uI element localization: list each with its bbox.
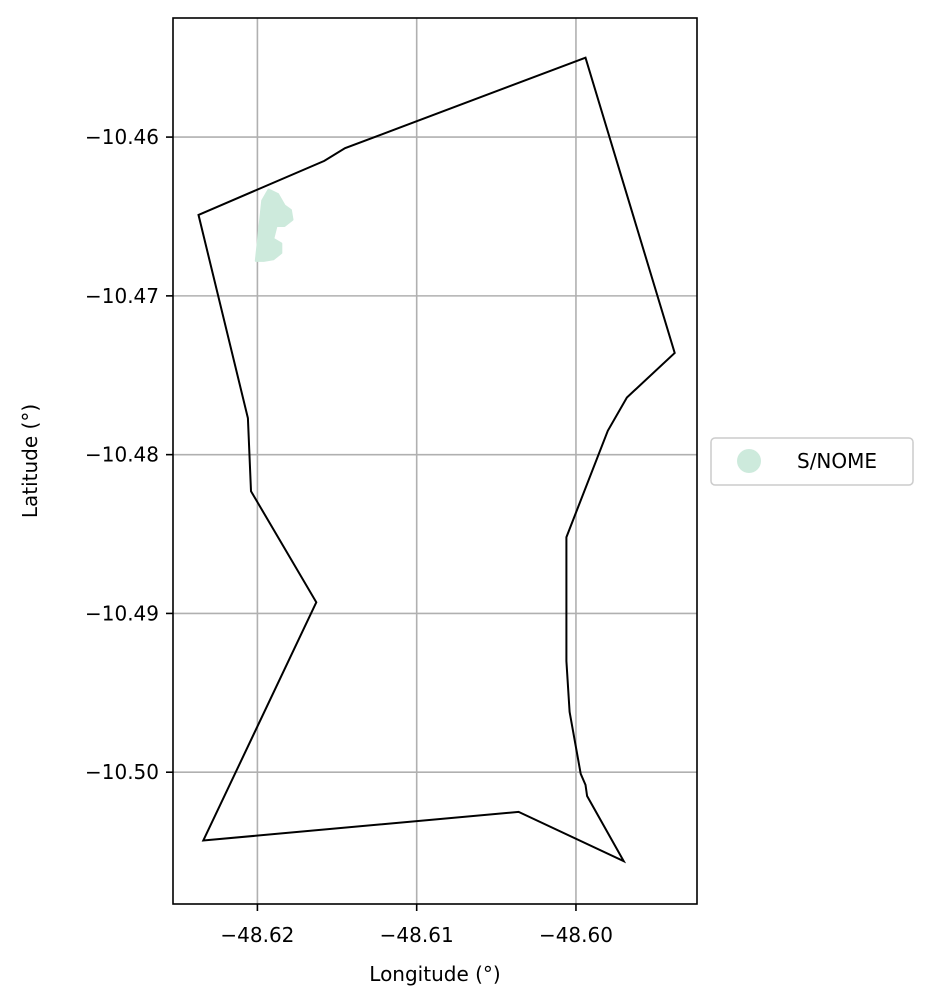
district-boundary <box>197 56 676 864</box>
y-tick-label: −10.47 <box>85 284 159 308</box>
y-tick-label: −10.50 <box>85 760 159 784</box>
x-tick-label: −48.61 <box>380 923 454 947</box>
x-tick-label: −48.62 <box>220 923 294 947</box>
axis-ticks: −48.62 −48.61 −48.60 −10.46 −10.47 −10.48 −10.… <box>85 125 613 947</box>
y-tick-label: −10.49 <box>85 601 159 625</box>
legend: S/NOME <box>710 437 914 486</box>
grid-lines <box>173 18 697 904</box>
feature-s-nome <box>254 188 294 262</box>
legend-marker-s-nome <box>737 449 761 473</box>
legend-label-s-nome: S/NOME <box>797 449 877 473</box>
plot-frame <box>172 17 698 905</box>
boundary-layer <box>197 56 676 864</box>
y-tick-label: −10.46 <box>85 125 159 149</box>
y-tick-label: −10.48 <box>85 443 159 467</box>
legend-frame <box>710 437 914 486</box>
x-axis-title: Longitude (°) <box>369 962 500 986</box>
feature-layer <box>254 188 294 262</box>
y-axis-title: Latitude (°) <box>18 404 42 518</box>
x-tick-label: −48.60 <box>539 923 613 947</box>
